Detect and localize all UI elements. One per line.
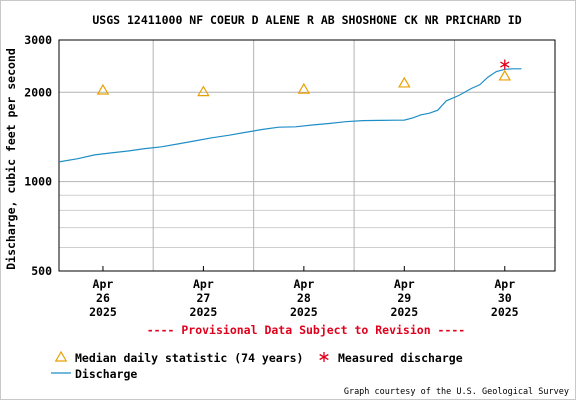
- plot-area: [59, 40, 555, 271]
- x-tick-label: Apr: [394, 277, 415, 291]
- y-tick-label: 3000: [24, 33, 52, 47]
- star-stroke: [319, 353, 329, 361]
- chart-title: USGS 12411000 NF COEUR D ALENE R AB SHOS…: [92, 13, 521, 27]
- x-tick-label: 27: [196, 291, 210, 305]
- x-tick-label: Apr: [494, 277, 515, 291]
- y-tick-label: 1000: [24, 175, 52, 189]
- series-layer: [58, 68, 522, 163]
- median-triangle-marker: [197, 85, 210, 97]
- plot-background: [59, 40, 555, 271]
- x-tick-label: Apr: [93, 277, 114, 291]
- x-tick-label: 2025: [89, 305, 117, 319]
- markers-layer: [96, 59, 512, 97]
- x-tick-label: Apr: [293, 277, 314, 291]
- x-tick-label: 2025: [190, 305, 218, 319]
- y-tick-label: 500: [31, 264, 52, 278]
- plot-border: [58, 39, 556, 272]
- x-tick-label: 29: [397, 291, 411, 305]
- x-tick-label: 2025: [491, 305, 519, 319]
- legend-median-swatch: [54, 350, 68, 362]
- legend: Median daily statistic (74 years) Measure…: [51, 350, 463, 381]
- median-triangle-marker: [297, 82, 311, 94]
- grid-lines: [58, 39, 556, 272]
- median-triangle-marker: [398, 76, 411, 88]
- legend-median-label: Median daily statistic (74 years): [75, 351, 303, 365]
- median-triangle-marker: [96, 83, 110, 95]
- x-tick-label: 30: [498, 291, 512, 305]
- median-triangle-marker: [498, 69, 512, 81]
- measured-discharge-marker: [500, 59, 510, 70]
- x-tick-label: 28: [297, 291, 311, 305]
- x-tick-label: Apr: [193, 277, 214, 291]
- x-tick-label: 2025: [390, 305, 418, 319]
- credit-text: Graph courtesy of the U.S. Geological Su…: [344, 387, 569, 397]
- discharge-series-line: [58, 68, 522, 163]
- legend-discharge-label: Discharge: [75, 367, 137, 381]
- y-tick-label: 2000: [24, 85, 52, 99]
- legend-measured-label: Measured discharge: [338, 351, 463, 365]
- star-stroke: [500, 61, 510, 68]
- y-axis-ticks: 500 1000 2000 3000: [24, 33, 52, 278]
- legend-measured-swatch: [319, 352, 329, 362]
- x-tick-label: 2025: [290, 305, 318, 319]
- x-axis-ticks: Apr262025Apr272025Apr282025Apr292025Apr3…: [89, 266, 519, 319]
- provisional-annotation: ---- Provisional Data Subject to Revisio…: [147, 323, 466, 337]
- y-axis-label: Discharge, cubic feet per second: [4, 48, 18, 270]
- x-tick-label: 26: [96, 291, 110, 305]
